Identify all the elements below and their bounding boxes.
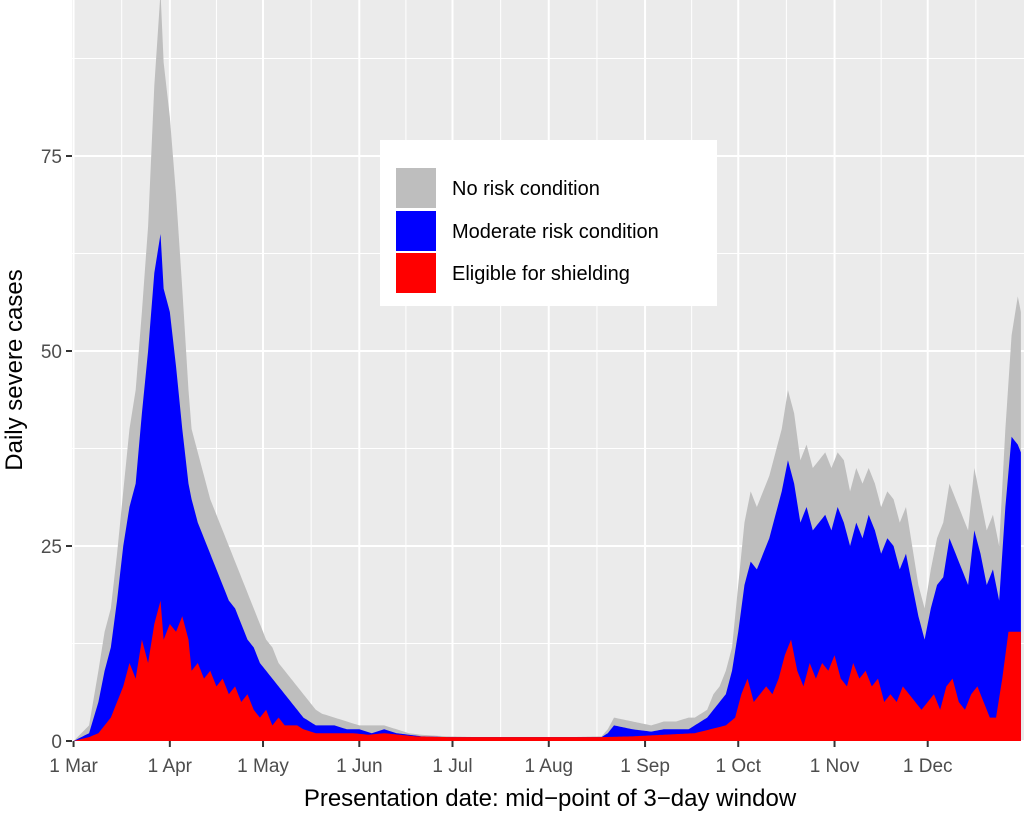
y-tick-label: 25 <box>41 537 62 558</box>
area-eligible-for-shielding <box>73 600 1021 741</box>
y-tick-label: 0 <box>51 732 62 753</box>
x-tick-label: 1 Jun <box>336 756 382 777</box>
x-tick-label: 1 Mar <box>49 756 98 777</box>
legend-label-shielding: Eligible for shielding <box>452 263 630 285</box>
y-tick-label: 75 <box>41 147 62 168</box>
legend-label-no-risk: No risk condition <box>452 178 600 200</box>
legend-box <box>380 140 717 306</box>
x-tick-label: 1 Oct <box>716 756 762 777</box>
x-tick-label: 1 Dec <box>903 756 953 777</box>
area-series <box>73 0 1021 741</box>
x-tick-label: 1 Apr <box>148 756 193 777</box>
legend-key-no-risk <box>396 168 436 208</box>
x-tick-label: 1 May <box>237 756 289 777</box>
x-tick-label: 1 Sep <box>620 756 670 777</box>
y-axis-title: Daily severe cases <box>1 269 28 470</box>
x-tick-label: 1 Jul <box>432 756 472 777</box>
y-tick-label: 50 <box>41 342 62 363</box>
y-axis: 0 25 50 75 <box>41 147 72 753</box>
x-axis: 1 Mar 1 Apr 1 May 1 Jun 1 Jul 1 Aug 1 Sep 1 Oct… <box>49 741 953 777</box>
x-axis-title: Presentation date: mid−point of 3−day wi… <box>304 785 797 812</box>
legend-key-moderate-risk <box>396 211 436 251</box>
legend-label-moderate-risk: Moderate risk condition <box>452 221 659 243</box>
area-moderate-risk-condition <box>73 234 1021 741</box>
x-tick-label: 1 Aug <box>524 756 573 777</box>
legend: No risk condition Moderate risk conditio… <box>380 140 717 306</box>
x-tick-label: 1 Nov <box>810 756 860 777</box>
legend-key-shielding <box>396 253 436 293</box>
